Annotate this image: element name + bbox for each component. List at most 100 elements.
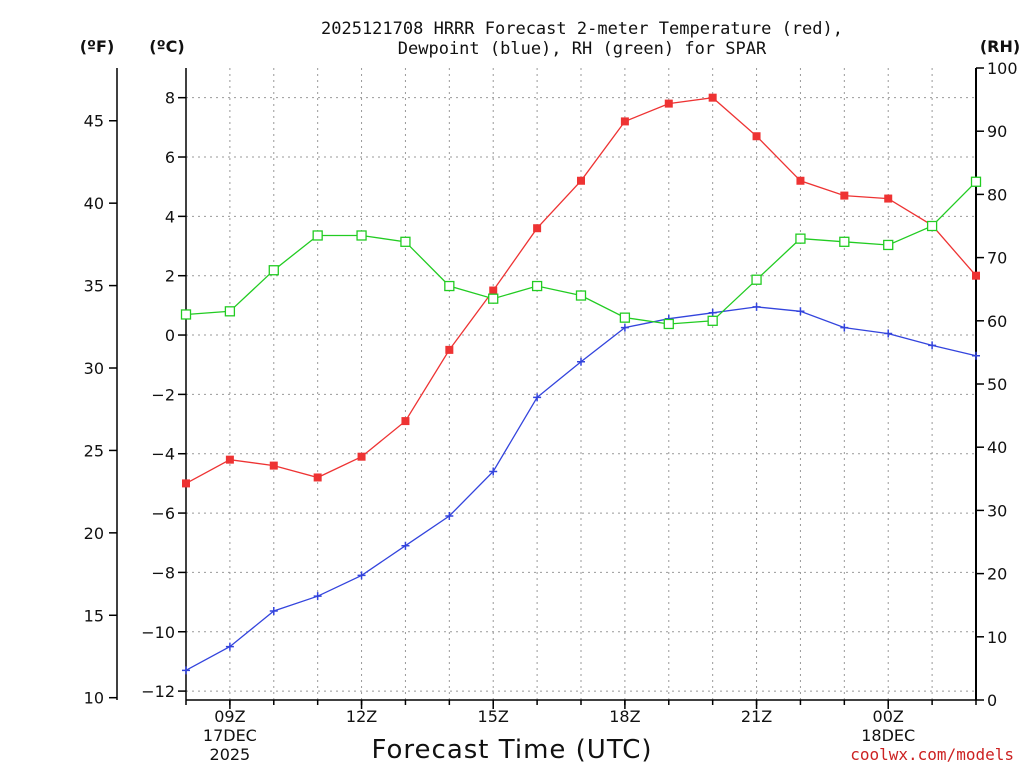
celsius-tick-label: −4 bbox=[151, 445, 175, 464]
rh-tick-label: 80 bbox=[987, 185, 1007, 204]
data-point-dewpoint bbox=[928, 341, 937, 350]
gridlines bbox=[186, 68, 976, 700]
fahrenheit-tick-label: 25 bbox=[84, 441, 104, 460]
data-point-temperature bbox=[357, 452, 366, 461]
data-point-dewpoint bbox=[577, 357, 585, 366]
data-point-dewpoint bbox=[620, 323, 629, 332]
data-point-dewpoint bbox=[884, 329, 893, 338]
celsius-tick-label: −2 bbox=[151, 385, 175, 404]
unit-label-rh: (RH) bbox=[980, 37, 1020, 56]
fahrenheit-tick-label: 35 bbox=[84, 277, 104, 296]
data-point-dewpoint bbox=[182, 666, 190, 675]
series-dewpoint bbox=[182, 302, 980, 675]
celsius-tick-label: 8 bbox=[165, 89, 175, 108]
data-point-rh bbox=[268, 265, 279, 276]
rh-tick-label: 10 bbox=[987, 628, 1007, 647]
data-point-temperature bbox=[884, 194, 893, 203]
tick-labels: −12−10−8−6−4−202468101520253035404501020… bbox=[84, 59, 1018, 764]
axes bbox=[109, 67, 984, 709]
rh-tick-label: 100 bbox=[987, 59, 1018, 78]
fahrenheit-tick-label: 15 bbox=[84, 606, 104, 625]
fahrenheit-tick-label: 30 bbox=[84, 359, 104, 378]
fahrenheit-tick-label: 40 bbox=[84, 194, 104, 213]
data-point-rh bbox=[751, 274, 762, 285]
data-point-temperature bbox=[533, 224, 542, 233]
x-tick-date-label: 17DEC bbox=[203, 726, 257, 745]
x-tick-label: 15Z bbox=[478, 707, 509, 726]
data-point-dewpoint bbox=[489, 467, 498, 476]
data-point-rh bbox=[707, 315, 718, 326]
rh-tick-label: 50 bbox=[987, 375, 1007, 394]
fahrenheit-tick-label: 20 bbox=[84, 524, 104, 543]
data-point-dewpoint bbox=[225, 642, 234, 651]
data-point-temperature bbox=[182, 479, 190, 488]
x-tick-label: 09Z bbox=[214, 707, 245, 726]
rh-tick-label: 70 bbox=[987, 249, 1007, 268]
credit-text: coolwx.com/models bbox=[850, 745, 1014, 764]
x-tick-label: 00Z bbox=[873, 707, 904, 726]
celsius-tick-label: 0 bbox=[165, 326, 175, 345]
fahrenheit-tick-label: 10 bbox=[84, 689, 104, 708]
data-point-temperature bbox=[840, 191, 849, 200]
data-point-rh bbox=[356, 230, 367, 241]
data-point-temperature bbox=[401, 417, 410, 426]
data-point-dewpoint bbox=[708, 308, 717, 317]
data-point-temperature bbox=[445, 345, 454, 354]
data-point-dewpoint bbox=[269, 606, 278, 615]
data-point-temperature bbox=[269, 461, 278, 470]
x-tick-date-label: 18DEC bbox=[861, 726, 915, 745]
data-point-rh bbox=[488, 293, 499, 304]
data-point-dewpoint bbox=[533, 393, 542, 402]
data-point-rh bbox=[839, 236, 850, 247]
rh-tick-label: 20 bbox=[987, 565, 1007, 584]
data-point-temperature bbox=[664, 99, 673, 108]
celsius-tick-label: 4 bbox=[165, 207, 175, 226]
x-tick-label: 18Z bbox=[609, 707, 640, 726]
x-tick-label: 21Z bbox=[741, 707, 772, 726]
celsius-tick-label: −8 bbox=[151, 563, 175, 582]
x-tick-year-label: 2025 bbox=[210, 745, 251, 764]
data-point-dewpoint bbox=[313, 592, 322, 601]
data-point-temperature bbox=[752, 132, 761, 141]
data-point-rh bbox=[619, 312, 631, 323]
data-point-temperature bbox=[313, 473, 322, 482]
data-point-rh bbox=[312, 230, 323, 241]
fahrenheit-tick-label: 45 bbox=[84, 112, 104, 131]
rh-tick-label: 40 bbox=[987, 438, 1007, 457]
data-point-dewpoint bbox=[401, 541, 410, 550]
data-point-dewpoint bbox=[796, 307, 805, 316]
data-point-temperature bbox=[577, 176, 585, 185]
data-point-rh bbox=[400, 236, 411, 247]
rh-tick-label: 90 bbox=[987, 122, 1007, 141]
rh-tick-label: 60 bbox=[987, 312, 1007, 331]
series-rh bbox=[180, 176, 982, 330]
unit-label-fahrenheit: (ºF) bbox=[80, 37, 115, 56]
celsius-tick-label: 6 bbox=[165, 148, 175, 167]
data-series bbox=[180, 93, 982, 675]
celsius-tick-label: 2 bbox=[165, 267, 175, 286]
data-point-rh bbox=[883, 239, 894, 251]
chart-title-line1: 2025121708 HRRR Forecast 2-meter Tempera… bbox=[321, 19, 843, 39]
data-point-temperature bbox=[796, 176, 805, 185]
data-point-rh bbox=[970, 176, 982, 187]
unit-label-celsius: (ºC) bbox=[149, 37, 184, 56]
data-point-rh bbox=[444, 280, 455, 292]
rh-tick-label: 30 bbox=[987, 501, 1007, 520]
data-point-rh bbox=[663, 318, 674, 330]
celsius-tick-label: −12 bbox=[141, 682, 175, 701]
data-point-dewpoint bbox=[445, 512, 454, 521]
x-tick-label: 12Z bbox=[346, 707, 377, 726]
data-point-rh bbox=[224, 306, 236, 317]
data-point-temperature bbox=[708, 93, 717, 102]
data-point-rh bbox=[180, 309, 192, 320]
x-axis-label: Forecast Time (UTC) bbox=[371, 735, 652, 765]
celsius-tick-label: −10 bbox=[141, 623, 175, 642]
data-point-temperature bbox=[225, 455, 234, 464]
celsius-tick-label: −6 bbox=[151, 504, 175, 523]
data-point-temperature bbox=[620, 117, 629, 126]
data-point-dewpoint bbox=[357, 571, 366, 580]
data-point-rh bbox=[531, 280, 543, 292]
series-temperature bbox=[182, 93, 980, 488]
data-point-temperature bbox=[489, 286, 498, 295]
